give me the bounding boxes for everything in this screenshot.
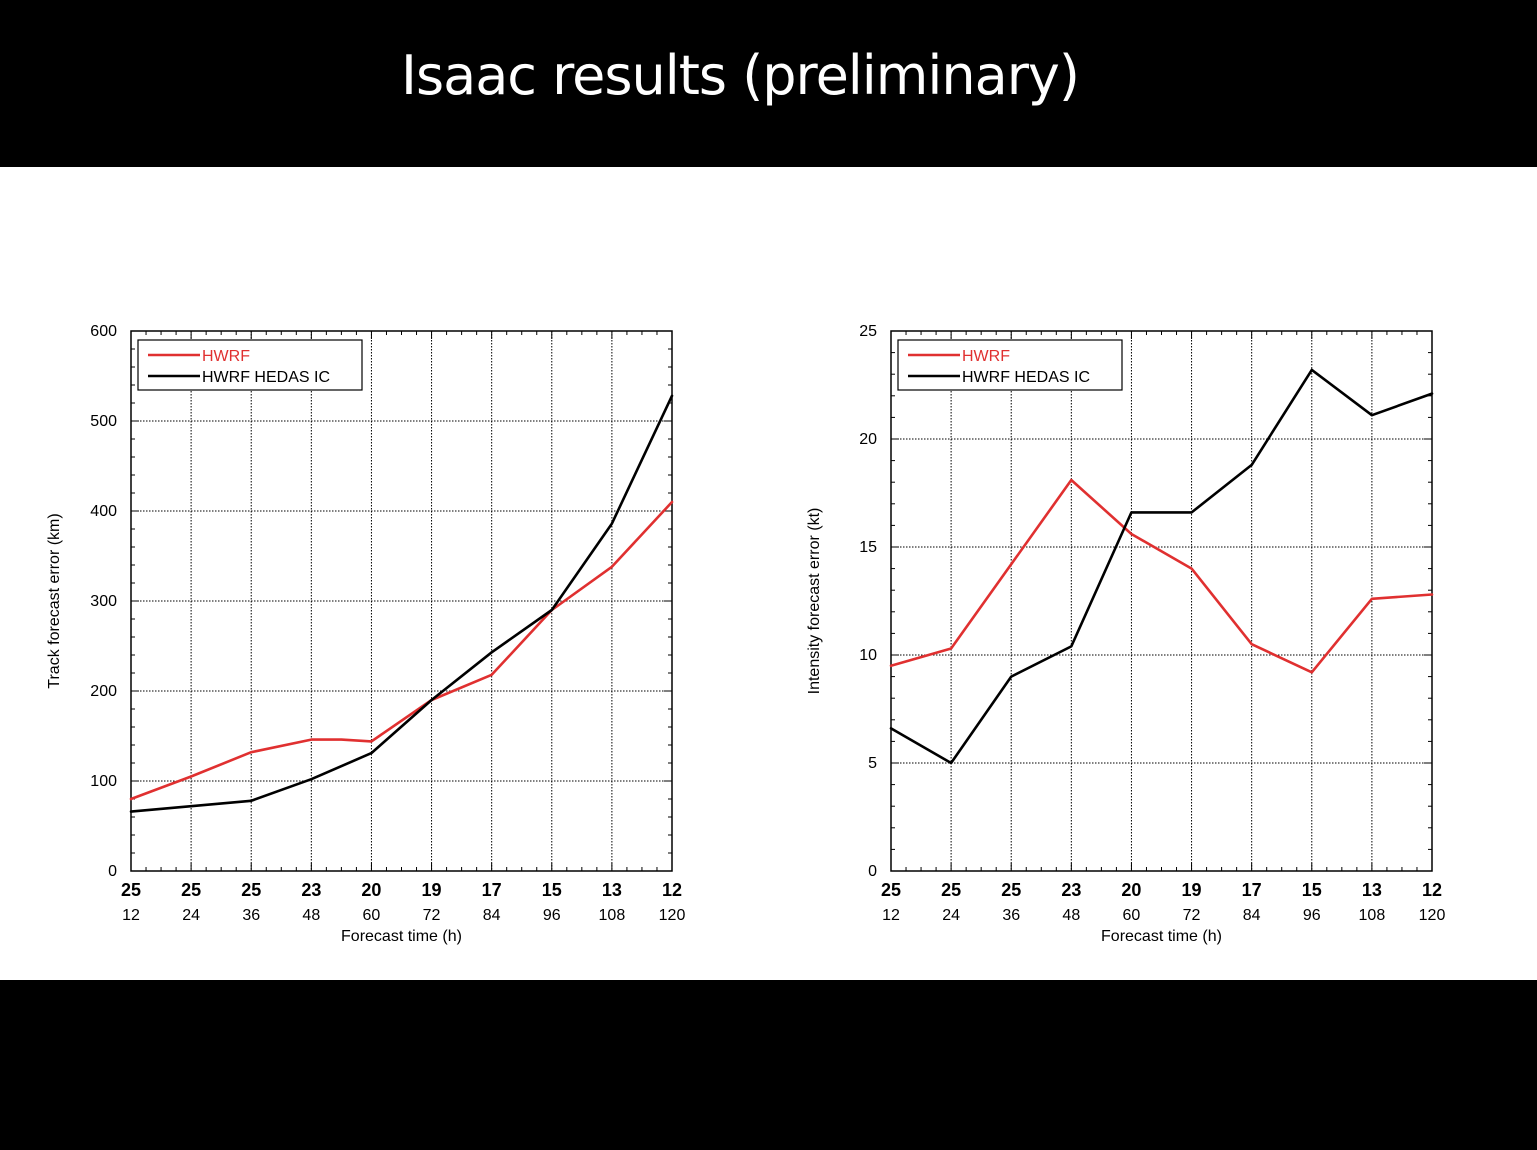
chart1-x-top-label: 17 xyxy=(1242,880,1262,900)
chart1-x-tick-label: 36 xyxy=(1002,907,1020,924)
chart1-x-axis-label: Forecast time (h) xyxy=(1101,928,1222,945)
chart1-legend-box xyxy=(897,339,1123,391)
chart1-x-top-label: 13 xyxy=(1362,880,1382,900)
chart1-legend-label: HWRF xyxy=(962,348,1010,365)
chart0-x-top-label: 19 xyxy=(422,880,442,900)
chart1-x-tick-label: 24 xyxy=(942,907,960,924)
chart1-x-top-label: 25 xyxy=(1001,880,1021,900)
chart0-x-tick-label: 72 xyxy=(423,907,441,924)
chart1-x-tick-label: 48 xyxy=(1062,907,1080,924)
bottom-bar xyxy=(0,980,1537,1150)
title-bar: Isaac results (preliminary) xyxy=(0,0,1537,167)
chart0-x-tick-label: 48 xyxy=(302,907,320,924)
chart1-y-tick-label: 5 xyxy=(868,755,877,772)
chart1-y-tick-label: 10 xyxy=(859,647,877,664)
chart0-x-top-label: 20 xyxy=(361,880,381,900)
chart0-x-tick-label: 108 xyxy=(599,907,626,924)
chart0-x-top-label: 12 xyxy=(662,880,682,900)
chart1-x-tick-label: 84 xyxy=(1243,907,1261,924)
chart0-x-top-label: 15 xyxy=(542,880,562,900)
chart0-y-tick-label: 0 xyxy=(108,863,117,880)
chart0-y-axis-label: Track forecast error (km) xyxy=(46,513,63,688)
chart0-legend-label: HWRF HEDAS IC xyxy=(202,369,330,386)
chart1-x-tick-label: 60 xyxy=(1123,907,1141,924)
chart0-y-tick-label: 200 xyxy=(90,683,117,700)
track-error-chart: 0 100 200 300 400 500 600 25 12 25 24 25 36 23 48 20 60 1… xyxy=(46,323,686,945)
chart1-x-top-label: 12 xyxy=(1422,880,1442,900)
chart1-x-tick-label: 108 xyxy=(1359,907,1386,924)
chart0-x-tick-label: 60 xyxy=(363,907,381,924)
chart0-frame xyxy=(130,330,673,872)
chart0-series-line-hedas xyxy=(129,394,674,813)
chart1-series-line-hedas xyxy=(889,368,1434,765)
chart0-x-tick-label: 24 xyxy=(182,907,200,924)
intensity-error-chart: 0 5 10 15 20 25 25 12 25 24 25 36 23 48 20 60 19 72 17 84 15… xyxy=(806,323,1446,945)
chart1-y-tick-label: 25 xyxy=(859,323,877,340)
chart1-y-tick-label: 15 xyxy=(859,539,877,556)
chart0-x-top-label: 13 xyxy=(602,880,622,900)
chart0-y-tick-label: 400 xyxy=(90,503,117,520)
chart1-x-top-label: 25 xyxy=(881,880,901,900)
chart0-y-tick-label: 300 xyxy=(90,593,117,610)
chart0-x-axis-label: Forecast time (h) xyxy=(341,928,462,945)
chart0-x-tick-label: 36 xyxy=(242,907,260,924)
chart0-x-tick-label: 120 xyxy=(659,907,686,924)
chart0-x-top-label: 25 xyxy=(121,880,141,900)
chart1-y-axis-label: Intensity forecast error (kt) xyxy=(806,508,823,695)
chart0-x-tick-label: 12 xyxy=(122,907,140,924)
chart1-x-top-label: 20 xyxy=(1121,880,1141,900)
chart0-y-tick-label: 100 xyxy=(90,773,117,790)
chart0-x-top-label: 25 xyxy=(241,880,261,900)
chart0-x-top-label: 23 xyxy=(301,880,321,900)
chart0-series-line-hwrf xyxy=(129,500,674,801)
chart1-x-top-label: 25 xyxy=(941,880,961,900)
chart1-series-line-hwrf xyxy=(889,478,1434,674)
chart1-legend-label: HWRF HEDAS IC xyxy=(962,369,1090,386)
chart1-x-tick-label: 120 xyxy=(1419,907,1446,924)
chart1-y-tick-label: 0 xyxy=(868,863,877,880)
chart0-y-tick-label: 500 xyxy=(90,413,117,430)
chart1-x-top-label: 15 xyxy=(1302,880,1322,900)
chart0-y-tick-label: 600 xyxy=(90,323,117,340)
chart0-x-top-label: 17 xyxy=(482,880,502,900)
chart1-y-tick-label: 20 xyxy=(859,431,877,448)
chart0-x-top-label: 25 xyxy=(181,880,201,900)
chart1-x-top-label: 19 xyxy=(1182,880,1202,900)
chart0-legend-label: HWRF xyxy=(202,348,250,365)
chart1-x-tick-label: 72 xyxy=(1183,907,1201,924)
slide-title: Isaac results (preliminary) xyxy=(401,44,1080,107)
chart1-x-top-label: 23 xyxy=(1061,880,1081,900)
chart1-frame xyxy=(890,330,1433,872)
chart1-x-tick-label: 12 xyxy=(882,907,900,924)
chart0-x-tick-label: 84 xyxy=(483,907,501,924)
chart0-x-tick-label: 96 xyxy=(543,907,561,924)
chart1-x-tick-label: 96 xyxy=(1303,907,1321,924)
slide-content xyxy=(0,167,1537,980)
chart0-legend-box xyxy=(137,339,363,391)
